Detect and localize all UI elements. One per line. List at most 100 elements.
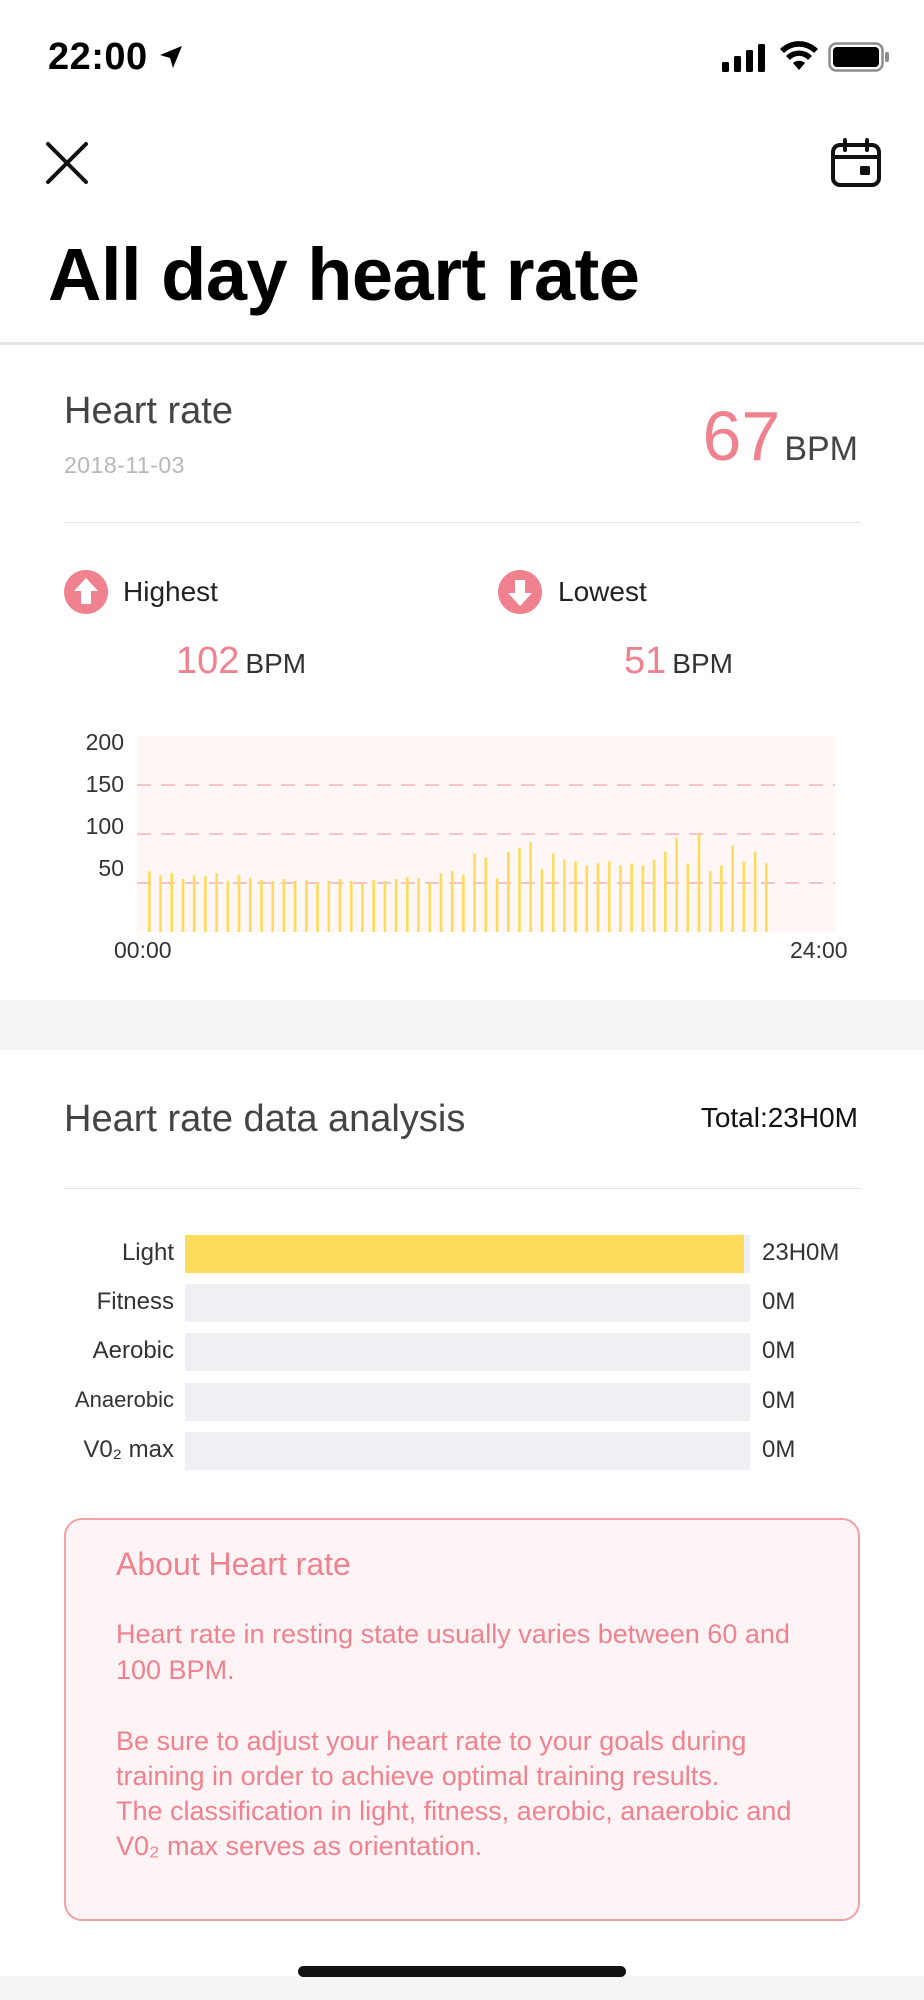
calendar-button[interactable]	[830, 138, 882, 188]
chart-bar	[518, 847, 521, 932]
lowest-unit: BPM	[672, 648, 733, 679]
chart-bar	[484, 857, 488, 932]
chart-bar	[349, 881, 353, 932]
chart-bar	[215, 873, 218, 932]
heart-rate-unit: BPM	[784, 430, 858, 468]
zone-row-anaerobic: Anaerobic 0M	[0, 1383, 924, 1421]
chart-bar	[192, 875, 196, 932]
heart-rate-chart: 200 150 100 50 00:00 24:00	[86, 729, 848, 963]
chart-bar	[394, 879, 398, 932]
y-tick-label: 200	[86, 729, 124, 755]
lowest-value-group: 51 BPM	[624, 640, 733, 683]
chart-bar	[596, 863, 600, 932]
zone-value: 0M	[762, 1387, 796, 1414]
chart-bar	[316, 883, 319, 932]
chart-bar	[551, 853, 555, 932]
chart-bar	[417, 878, 420, 932]
chart-bar	[697, 834, 701, 932]
zone-value: 0M	[762, 1436, 796, 1463]
chart-bar	[170, 873, 173, 932]
chart-bar	[473, 853, 476, 932]
chart-bar	[652, 859, 656, 932]
about-title: About Heart rate	[116, 1546, 351, 1582]
location-arrow-icon	[160, 46, 182, 68]
chart-bar	[585, 865, 589, 932]
arrow-up-circle-icon	[64, 570, 108, 614]
close-button[interactable]	[44, 140, 90, 186]
x-axis-end-label: 24:00	[790, 937, 848, 963]
x-axis-start-label: 00:00	[114, 937, 172, 963]
about-paragraph-2-text: Be sure to adjust your heart rate to you…	[116, 1726, 747, 1791]
chart-bar	[372, 880, 375, 932]
chart-bar	[630, 863, 633, 932]
chart-bar	[237, 875, 241, 932]
chart-bar	[731, 845, 734, 932]
zone-value: 0M	[762, 1337, 796, 1364]
analysis-title: Heart rate data analysis	[64, 1098, 466, 1140]
home-indicator[interactable]	[298, 1966, 626, 1977]
zone-row-light: Light 23H0M	[0, 1235, 924, 1273]
highest-value: 102	[176, 640, 240, 682]
chart-bar	[249, 878, 252, 932]
heart-rate-label: Heart rate	[64, 390, 233, 432]
heart-rate-value: 67	[702, 397, 781, 475]
chart-bar	[226, 881, 230, 932]
highest-label: Highest	[123, 576, 218, 607]
chart-bar	[753, 851, 757, 932]
zone-value: 0M	[762, 1288, 796, 1315]
y-tick-label: 150	[86, 771, 124, 797]
zone-track	[185, 1284, 750, 1322]
zone-track	[185, 1383, 750, 1421]
section-gap	[0, 1000, 924, 1050]
chart-bar	[338, 879, 342, 932]
zone-label: Aerobic	[92, 1337, 174, 1364]
chart-bar	[675, 837, 678, 932]
chart-bar	[260, 880, 263, 932]
zone-row-fitness: Fitness 0M	[0, 1284, 924, 1322]
about-heart-rate-box: About Heart rate Heart rate in resting s…	[64, 1518, 860, 1921]
chart-bar	[529, 841, 532, 932]
chart-bar	[293, 881, 297, 932]
summary-divider	[64, 522, 860, 523]
chart-bar	[664, 851, 667, 932]
chart-bar	[181, 879, 185, 932]
bottom-strip	[0, 1976, 924, 2000]
zone-label: Anaerobic	[74, 1387, 174, 1412]
chart-bar	[641, 865, 645, 932]
heart-rate-current: 67 BPM	[702, 396, 858, 476]
zone-row-aerobic: Aerobic 0M	[0, 1333, 924, 1371]
chart-bar	[563, 859, 566, 932]
chart-bar	[720, 865, 723, 932]
lowest-label: Lowest	[558, 576, 647, 607]
chart-bar	[148, 871, 151, 932]
heart-rate-date: 2018-11-03	[64, 452, 185, 478]
zone-label: Light	[121, 1239, 174, 1266]
chart-bar	[439, 873, 443, 932]
chart-bar	[282, 879, 286, 932]
zone-label: Fitness	[96, 1288, 174, 1315]
zone-fill	[185, 1235, 745, 1273]
chart-bar	[619, 865, 622, 932]
zone-value: 23H0M	[762, 1239, 840, 1266]
header-divider	[0, 342, 924, 345]
zone-label: V0₂ max	[83, 1436, 174, 1463]
chart-bar	[361, 883, 364, 932]
chart-bar	[271, 881, 274, 932]
chart-bar	[765, 863, 768, 932]
lowest-value: 51	[624, 640, 667, 682]
about-paragraph-1: Heart rate in resting state usually vari…	[116, 1619, 790, 1685]
chart-bar	[327, 881, 331, 932]
chart-bar	[462, 875, 465, 932]
chart-bar	[607, 861, 611, 932]
chart-bar	[742, 861, 746, 932]
about-paragraph-2: Be sure to adjust your heart rate to you…	[116, 1724, 836, 1864]
zone-row-vo2max: V0₂ max 0M	[0, 1432, 924, 1470]
analysis-total: Total:23H0M	[700, 1102, 858, 1133]
chart-bar	[204, 876, 207, 932]
chart-bar	[305, 880, 308, 932]
about-paragraph-3-text: The classification in light, fitness, ae…	[116, 1796, 792, 1861]
y-tick-label: 50	[98, 855, 124, 881]
chart-bar	[450, 871, 454, 932]
arrow-down-circle-icon	[498, 570, 542, 614]
status-time: 22:00	[48, 36, 148, 78]
